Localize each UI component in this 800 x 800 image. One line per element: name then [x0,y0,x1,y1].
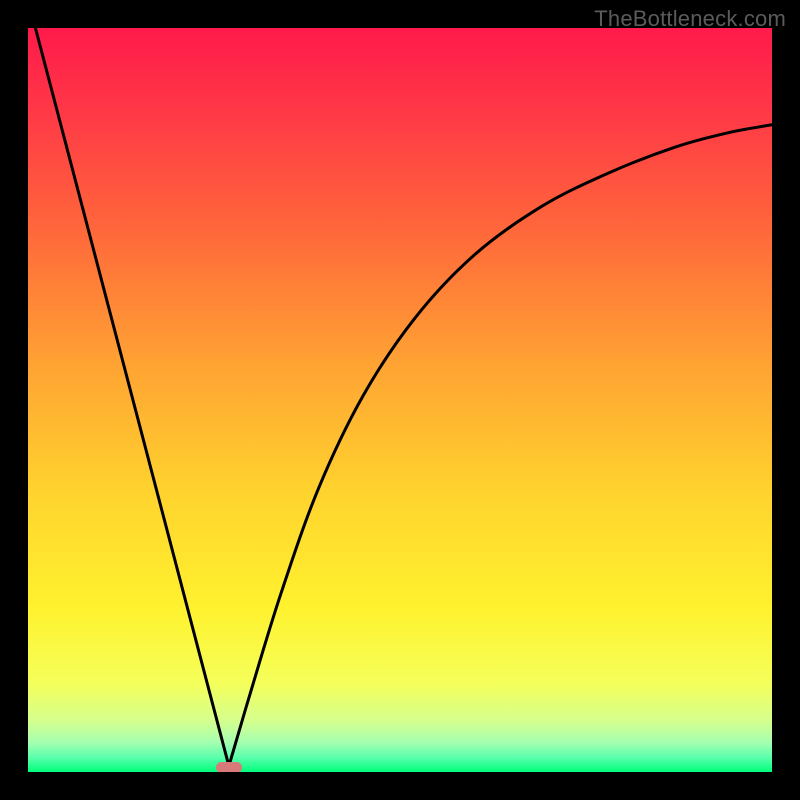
plot-area [28,28,772,772]
bottleneck-curve [28,28,772,772]
watermark-label: TheBottleneck.com [594,6,786,32]
figure-frame: TheBottleneck.com [0,0,800,800]
minimum-marker [216,762,242,772]
